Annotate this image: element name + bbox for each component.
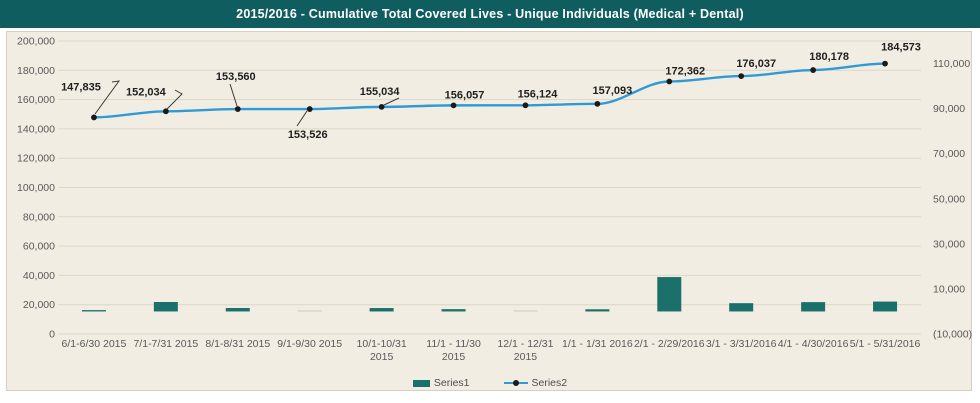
bar[interactable] [585, 309, 610, 312]
chart-area [6, 31, 972, 391]
legend-label-series2: Series2 [531, 377, 568, 389]
leader-line [94, 80, 121, 115]
category-label: 3/1 - 3/31/2016 [706, 338, 777, 350]
data-point[interactable] [450, 102, 457, 109]
secondary-axis-tick: 10,000 [933, 283, 965, 295]
data-point[interactable] [882, 60, 888, 67]
chart-title: 2015/2016 - Cumulative Total Covered Liv… [236, 7, 744, 21]
category-label: 5/1 - 5/31/2016 [850, 338, 921, 350]
data-label: 180,178 [809, 51, 849, 63]
primary-axis-tick: 100,000 [17, 182, 55, 194]
primary-axis-tick: 60,000 [23, 241, 55, 253]
gridlines [58, 40, 921, 335]
data-label-leaders [94, 80, 400, 127]
bar[interactable] [297, 310, 322, 312]
series2-line[interactable] [92, 62, 887, 119]
category-label: 2015 [442, 351, 466, 363]
category-label: 9/1-9/30 2015 [277, 338, 342, 350]
primary-axis-tick: 80,000 [23, 211, 55, 223]
category-label: 10/1-10/31 [357, 338, 407, 350]
category-label: 1/1 - 1/31 2016 [562, 338, 633, 350]
secondary-axis-tick: 70,000 [933, 148, 965, 160]
data-point[interactable] [306, 106, 313, 112]
bar[interactable] [81, 310, 106, 312]
secondary-axis-tick: (10,000) [933, 329, 972, 341]
data-label: 172,362 [665, 65, 705, 77]
series1-bar-swatch-icon [412, 379, 430, 387]
data-label: 157,093 [592, 85, 632, 97]
bar[interactable] [225, 308, 250, 312]
category-label: 2/1 - 2/29/2016 [634, 338, 705, 350]
bar[interactable] [153, 301, 178, 312]
primary-axis-tick: 180,000 [17, 65, 55, 77]
primary-axis-tick: 140,000 [17, 123, 55, 135]
chart-legend: Series1 Series2 [0, 374, 980, 392]
primary-axis-tick: 160,000 [17, 94, 55, 106]
data-point[interactable] [810, 67, 817, 73]
primary-axis-tick: 20,000 [23, 299, 55, 311]
series2-data-labels: 147,835 152,034 153,560 153,526 155,034 156,0… [61, 42, 921, 141]
secondary-axis-tick: 30,000 [933, 238, 965, 250]
category-label: 6/1-6/30 2015 [62, 338, 127, 350]
data-point[interactable] [162, 108, 169, 115]
primary-axis-tick: 0 [49, 329, 55, 341]
leader-line [383, 97, 400, 106]
primary-axis-ticks: 200,000 180,000 160,000 140,000 120,000 100,0… [17, 36, 55, 341]
bar[interactable] [657, 277, 682, 312]
data-label: 152,034 [126, 86, 167, 98]
secondary-axis-tick: 50,000 [933, 193, 965, 205]
data-label: 153,526 [288, 129, 328, 141]
bar[interactable] [369, 308, 394, 312]
category-label: 4/1 - 4/30/2016 [778, 338, 849, 350]
data-label: 147,835 [61, 81, 101, 93]
leader-line [166, 89, 183, 110]
data-point[interactable] [234, 106, 241, 112]
secondary-axis-tick: 110,000 [933, 58, 970, 70]
category-label: 11/1 - 11/30 [426, 338, 481, 350]
category-label: 7/1-7/31 2015 [133, 338, 198, 350]
data-label: 153,560 [216, 71, 256, 83]
data-point[interactable] [594, 100, 601, 107]
data-point[interactable] [91, 114, 97, 121]
data-point[interactable] [666, 78, 673, 85]
leader-line [229, 83, 238, 107]
leader-line [296, 110, 308, 127]
secondary-axis-ticks: 110,000 90,000 70,000 50,000 30,000 10,000 (10… [933, 58, 972, 340]
legend-item-series1[interactable]: Series1 [412, 377, 470, 389]
bar[interactable] [873, 301, 898, 312]
series2-markers [91, 60, 888, 121]
legend-label-series1: Series1 [433, 377, 470, 389]
data-label: 176,037 [736, 58, 776, 70]
bar[interactable] [441, 309, 466, 312]
primary-axis-tick: 120,000 [17, 153, 55, 165]
series1-bars [81, 277, 898, 312]
secondary-axis-tick: 90,000 [933, 103, 965, 115]
category-label: 2015 [514, 351, 538, 363]
data-label: 156,124 [518, 88, 559, 100]
series2-line-swatch-icon [503, 379, 528, 387]
bar[interactable] [801, 302, 826, 312]
primary-axis-tick: 200,000 [17, 36, 55, 48]
category-label: 2015 [370, 351, 394, 363]
bar[interactable] [513, 310, 538, 312]
category-label: 12/1 - 12/31 [497, 338, 553, 350]
data-point[interactable] [378, 103, 385, 110]
data-label: 155,034 [360, 86, 401, 98]
category-label: 8/1-8/31 2015 [205, 338, 270, 350]
data-label: 156,057 [445, 89, 485, 101]
data-point[interactable] [522, 102, 529, 109]
chart-title-banner: 2015/2016 - Cumulative Total Covered Liv… [0, 0, 980, 28]
data-point[interactable] [738, 73, 745, 80]
data-label: 184,573 [881, 42, 921, 54]
bar[interactable] [729, 303, 754, 312]
category-axis-labels: 6/1-6/30 2015 7/1-7/31 2015 8/1-8/31 2015 9… [62, 338, 921, 363]
legend-item-series2[interactable]: Series2 [503, 377, 568, 389]
primary-axis-tick: 40,000 [23, 270, 55, 282]
